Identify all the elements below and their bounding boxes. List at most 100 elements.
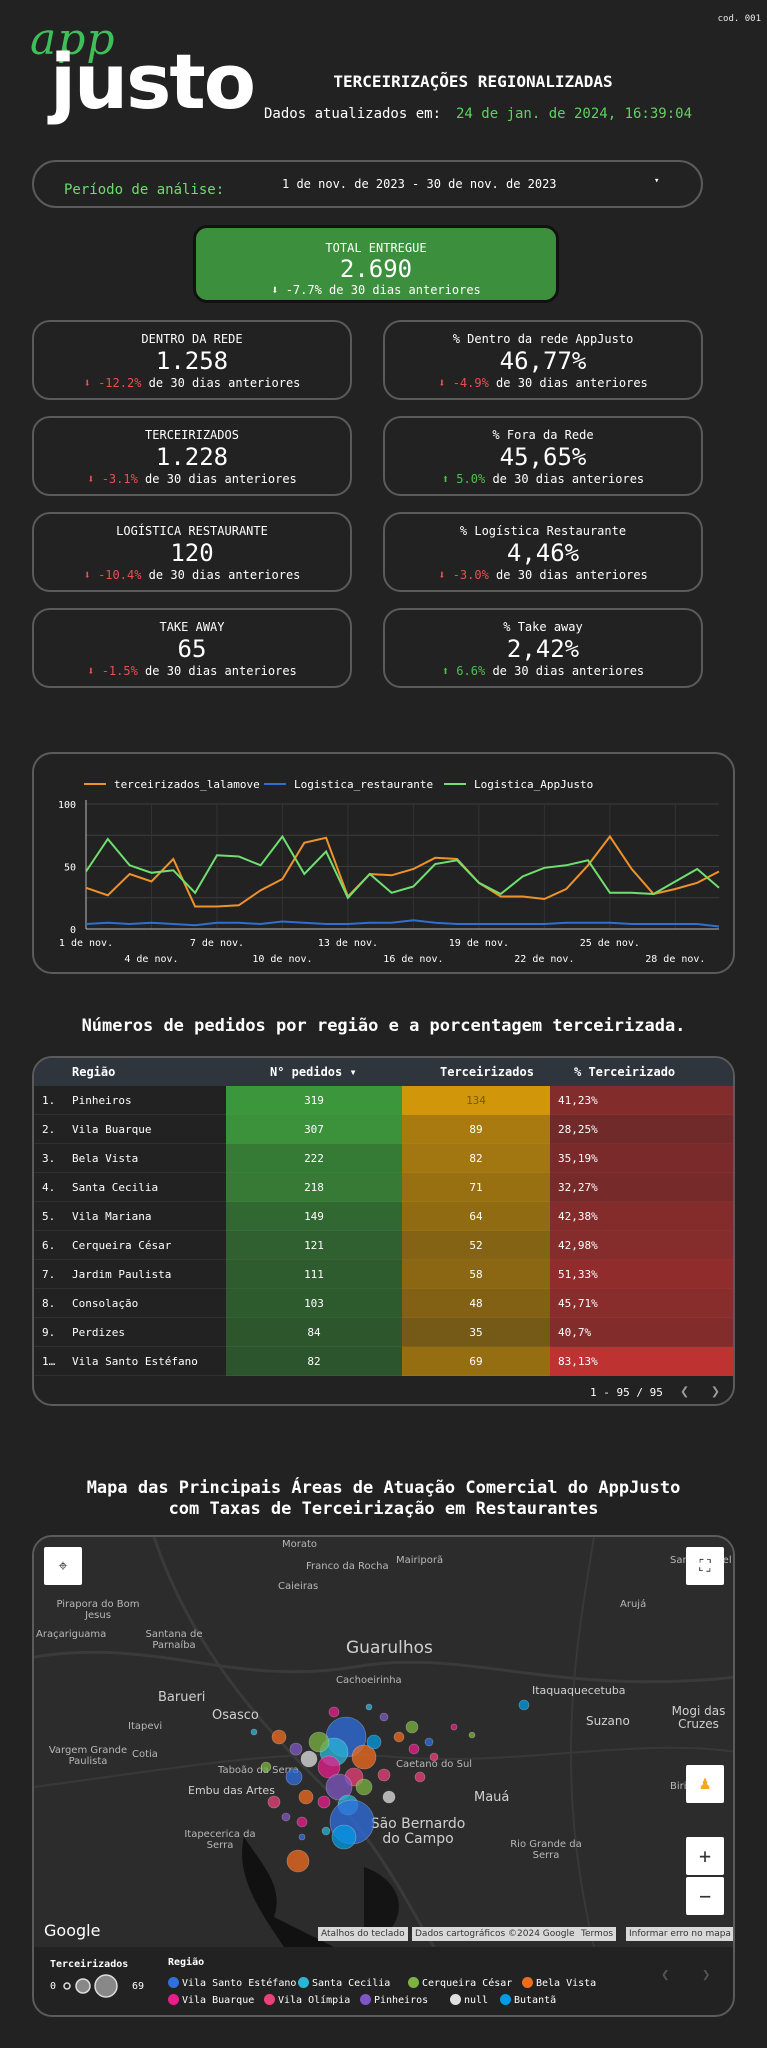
- x-tick-label: 10 de nov.: [252, 954, 312, 965]
- map-bubble[interactable]: [298, 1789, 314, 1805]
- legend-next-icon[interactable]: ❯: [702, 1967, 711, 1983]
- legend-prev-icon[interactable]: ❮: [661, 1967, 670, 1983]
- map-bubble[interactable]: [414, 1771, 426, 1783]
- map-bubble[interactable]: [424, 1737, 434, 1747]
- table-row[interactable]: 1. Pinheiros 319 134 41,23%: [34, 1086, 733, 1115]
- table-row[interactable]: 1… Vila Santo Estéfano 82 69 83,13%: [34, 1347, 733, 1376]
- map-bubble[interactable]: [393, 1731, 405, 1743]
- map-bubble[interactable]: [271, 1729, 287, 1745]
- kpi-delta: 5.0%: [456, 472, 486, 486]
- region-legend-item[interactable]: Pinheiros: [360, 1994, 428, 2006]
- map-bubble[interactable]: [408, 1743, 420, 1755]
- map-bubble[interactable]: [365, 1703, 373, 1711]
- map-bubble[interactable]: [355, 1778, 373, 1796]
- fullscreen-icon[interactable]: ⛶: [686, 1547, 724, 1585]
- table-row[interactable]: 6. Cerqueira César 121 52 42,98%: [34, 1231, 733, 1260]
- map-bubble[interactable]: [281, 1812, 291, 1822]
- map-bubble[interactable]: [405, 1720, 419, 1734]
- legend-region-name: Butantã: [514, 1995, 557, 2006]
- map-bubble[interactable]: [317, 1755, 341, 1779]
- map-place-label: Itapecerica da Serra: [184, 1829, 256, 1851]
- map-bubble[interactable]: [289, 1742, 303, 1756]
- table-row[interactable]: 2. Vila Buarque 307 89 28,25%: [34, 1115, 733, 1144]
- row-index: 1.: [42, 1094, 56, 1107]
- kpi-card: DENTRO DA REDE 1.258 ⬇ -12.2% de 30 dias a…: [32, 320, 352, 400]
- period-selector[interactable]: Período de análise: 1 de nov. de 2023 - …: [32, 160, 703, 208]
- region-legend-item[interactable]: Vila Olímpia: [264, 1994, 350, 2006]
- size-legend-circles: [63, 1974, 118, 1998]
- next-page-icon[interactable]: ❯: [711, 1382, 721, 1400]
- table-row[interactable]: 7. Jardim Paulista 111 58 51,33%: [34, 1260, 733, 1289]
- region-legend-item[interactable]: Bela Vista: [522, 1977, 596, 1989]
- map-bubble[interactable]: [325, 1773, 353, 1801]
- region-legend-item[interactable]: Vila Buarque: [168, 1994, 254, 2006]
- legend-region-name: Cerqueira César: [422, 1978, 513, 1989]
- pegman-icon[interactable]: ♟: [686, 1765, 724, 1803]
- size-legend-title: Terceirizados: [50, 1959, 129, 1970]
- map-bubble[interactable]: [296, 1816, 308, 1828]
- col-header-regiao[interactable]: Região: [72, 1065, 116, 1079]
- map-bubble[interactable]: [377, 1768, 391, 1782]
- legend-region-name: null: [464, 1995, 489, 2006]
- map-bubble[interactable]: [285, 1768, 303, 1786]
- period-value[interactable]: 1 de nov. de 2023 - 30 de nov. de 2023: [282, 177, 557, 191]
- y-tick-label: 100: [58, 800, 76, 811]
- region-legend-item[interactable]: Butantã: [500, 1994, 556, 2006]
- map-bubble[interactable]: [366, 1734, 382, 1750]
- report-error-link[interactable]: Informar erro no mapa: [626, 1927, 733, 1941]
- map-bubble[interactable]: [298, 1833, 306, 1841]
- col-header-pedidos[interactable]: N° pedidos ▾: [270, 1065, 357, 1079]
- cell-pct: 28,25%: [550, 1115, 733, 1144]
- map-bubble[interactable]: [351, 1744, 377, 1770]
- map-place-label: Araçariguama: [36, 1629, 107, 1640]
- col-header-terceirizados[interactable]: Terceirizados: [440, 1065, 534, 1079]
- map-bubble[interactable]: [286, 1849, 310, 1873]
- map-bubble[interactable]: [321, 1826, 331, 1836]
- map-bubble[interactable]: [328, 1706, 340, 1718]
- region-legend-item[interactable]: Cerqueira César: [408, 1977, 512, 1989]
- map-place-label: Mogi das Cruzes: [671, 1704, 726, 1731]
- table-row[interactable]: 8. Consolação 103 48 45,71%: [34, 1289, 733, 1318]
- region-legend-item[interactable]: Vila Santo Estéfano: [168, 1977, 296, 1989]
- map-bubble[interactable]: [379, 1712, 389, 1722]
- arrow-down-icon: ⬇: [438, 568, 446, 582]
- terms-link[interactable]: Termos: [578, 1927, 617, 1941]
- map-bubble[interactable]: [308, 1731, 330, 1753]
- table-row[interactable]: 4. Santa Cecilia 218 71 32,27%: [34, 1173, 733, 1202]
- table-row[interactable]: 9. Perdizes 84 35 40,7%: [34, 1318, 733, 1347]
- map-bubble[interactable]: [429, 1752, 439, 1762]
- map-data-link[interactable]: Dados cartográficos ©2024 Google: [412, 1927, 578, 1941]
- zoom-out-icon[interactable]: −: [686, 1877, 724, 1915]
- previous-page-icon[interactable]: ❮: [680, 1382, 690, 1400]
- size-legend-max: 69: [132, 1981, 145, 1992]
- map-bubble[interactable]: [317, 1795, 331, 1809]
- kpi-suffix: de 30 dias anteriores: [148, 376, 301, 390]
- col-header-pct[interactable]: % Terceirizado: [574, 1065, 676, 1079]
- kpi-comparison: ⬇ -10.4% de 30 dias anteriores: [34, 568, 350, 582]
- x-tick-label: 28 de nov.: [645, 954, 705, 965]
- map-bubble[interactable]: [450, 1723, 458, 1731]
- map-bubble[interactable]: [267, 1795, 281, 1809]
- map-place-label: Santana de Parnaíba: [145, 1629, 203, 1651]
- chevron-down-icon[interactable]: ▾: [654, 176, 660, 186]
- map-bubble[interactable]: [518, 1699, 530, 1711]
- location-icon[interactable]: ⌖: [44, 1547, 82, 1585]
- map-bubble[interactable]: [260, 1761, 272, 1773]
- keyboard-shortcuts-link[interactable]: Atalhos do teclado: [318, 1927, 408, 1941]
- cell-pedidos: 307: [226, 1115, 402, 1144]
- map-bubble[interactable]: [250, 1728, 258, 1736]
- map-bubble[interactable]: [300, 1750, 318, 1768]
- map-place-label: Barueri: [158, 1690, 206, 1705]
- region-legend-item[interactable]: Santa Cecilia: [298, 1977, 390, 1989]
- row-index: 6.: [42, 1239, 56, 1252]
- table-row[interactable]: 3. Bela Vista 222 82 35,19%: [34, 1144, 733, 1173]
- cell-pedidos: 103: [226, 1289, 402, 1318]
- zoom-in-icon[interactable]: +: [686, 1837, 724, 1875]
- table-row[interactable]: 5. Vila Mariana 149 64 42,38%: [34, 1202, 733, 1231]
- map-bubble[interactable]: [331, 1824, 357, 1850]
- map-bubble[interactable]: [382, 1790, 396, 1804]
- kpi-value: 45,65%: [499, 443, 587, 471]
- region-legend-item[interactable]: null: [450, 1994, 488, 2006]
- map-bubble[interactable]: [468, 1731, 476, 1739]
